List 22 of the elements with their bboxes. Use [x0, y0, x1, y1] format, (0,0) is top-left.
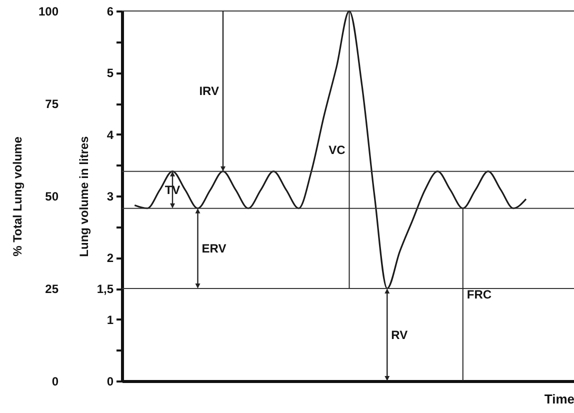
- y2-tick-label: 100: [38, 4, 59, 18]
- y-tick-label: 3: [106, 190, 114, 204]
- y-tick-label: 4: [106, 128, 114, 142]
- annotation: FRC: [466, 288, 492, 302]
- y-axis-title: Lung volume in litres: [76, 136, 91, 257]
- y-tick-label: 5: [106, 66, 114, 80]
- line-series: [134, 10, 527, 290]
- y2-axis-title: % Total Lung volume: [10, 136, 24, 256]
- annotation: IRV: [199, 84, 220, 98]
- y-tick-label: 1,5: [96, 282, 114, 296]
- annotation: VC: [328, 142, 346, 157]
- x-axis-title: Time: [544, 392, 574, 406]
- y2-tick-label: 0: [52, 374, 59, 388]
- y2-tick-label: 75: [45, 97, 59, 111]
- annotation: RV: [391, 328, 408, 342]
- y2-tick-label: 50: [45, 190, 59, 204]
- y2-tick-label: 25: [45, 282, 59, 296]
- annotation: ERV: [202, 241, 226, 256]
- y-tick-label: 2: [106, 251, 114, 266]
- y-tick-label: 1: [106, 312, 114, 327]
- y-tick-label: 6: [106, 4, 114, 18]
- y-tick-label: 0: [106, 374, 114, 388]
